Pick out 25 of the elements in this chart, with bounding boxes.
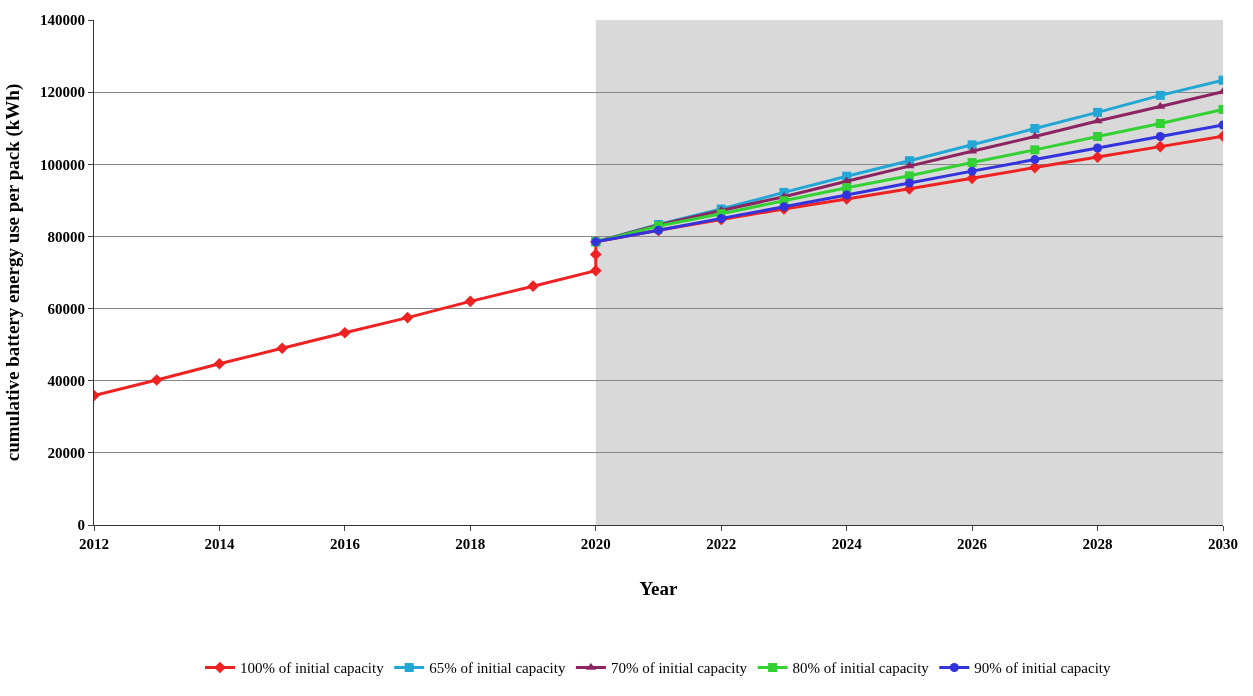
y-tick-label: 120000 xyxy=(40,84,85,101)
x-tick-label: 2028 xyxy=(1082,536,1113,552)
legend-label: 80% of initial capacity xyxy=(792,660,930,677)
x-tick-label: 2016 xyxy=(329,536,361,552)
x-tick-label: 2012 xyxy=(79,536,109,552)
x-tick-label: 2022 xyxy=(706,536,737,552)
y-tick-label: 100000 xyxy=(40,156,85,173)
y-tick-label: 60000 xyxy=(47,300,85,317)
legend-label: 65% of initial capacity xyxy=(429,660,566,677)
y-tick-label: 80000 xyxy=(47,228,85,245)
x-tick-label: 2014 xyxy=(204,536,235,552)
x-tick-label: 2024 xyxy=(831,536,863,552)
x-tick-label: 2018 xyxy=(455,536,486,552)
y-tick-label: 0 xyxy=(77,517,85,534)
y-tick-label: 140000 xyxy=(40,12,85,29)
x-tick-label: 2030 xyxy=(1208,536,1238,552)
y-axis-title: cumulative battery energy use per pack (kWh) xyxy=(1,83,24,462)
legend-label: 70% of initial capacity xyxy=(610,660,748,677)
legend-label: 100% of initial capacity xyxy=(240,660,385,677)
x-tick-label: 2020 xyxy=(580,536,611,552)
x-axis-title: Year xyxy=(639,577,679,599)
x-tick-label: 2026 xyxy=(957,536,988,552)
y-tick-label: 40000 xyxy=(47,372,85,389)
legend-label: 90% of initial capacity xyxy=(974,660,1112,677)
y-tick-label: 20000 xyxy=(47,445,85,462)
